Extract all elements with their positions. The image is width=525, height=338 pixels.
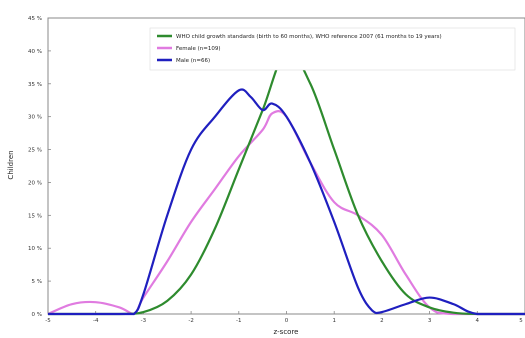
y-tick-label: 35 % (28, 82, 42, 88)
y-tick-label: 20 % (28, 180, 42, 186)
x-tick-label: -3 (141, 318, 147, 324)
legend-label-male: Male (n=66) (176, 58, 210, 64)
series-line-female (47, 110, 525, 316)
y-tick-label: 40 % (28, 49, 42, 55)
y-tick-label: 45 % (28, 16, 42, 22)
x-tick-label: 4 (476, 318, 480, 324)
x-axis-title: z-score (273, 328, 298, 336)
y-tick-label: 30 % (28, 115, 42, 121)
x-tick-label: 1 (332, 318, 336, 324)
x-tick-label: -2 (188, 318, 193, 324)
series-line-male (48, 88, 525, 316)
y-tick-label: 5 % (32, 279, 42, 285)
y-tick-label: 15 % (28, 213, 42, 219)
x-tick-label: 2 (380, 318, 384, 324)
y-tick-label: 10 % (28, 246, 42, 252)
legend-label-female: Female (n=109) (176, 46, 221, 52)
x-tick-label: -5 (45, 318, 51, 324)
x-tick-label: 0 (285, 318, 289, 324)
y-tick-label: 25 % (28, 148, 42, 154)
legend-label-who: WHO child growth standards (birth to 60 … (176, 34, 442, 40)
x-tick-label: -4 (93, 318, 99, 324)
x-tick-label: -1 (236, 318, 241, 324)
x-tick-label: 5 (519, 318, 523, 324)
x-tick-label: 3 (428, 318, 432, 324)
legend-box (149, 27, 516, 71)
y-axis-title: Children (7, 150, 15, 179)
axis-ticks: -5 -4 -3 -2 -1 0 1 2 3 4 5 0 % 5 % 10 % 15 % 20 % 25 % 30… (28, 16, 525, 324)
legend: WHO child growth standards (birth to 60 … (149, 27, 516, 71)
y-tick-label: 0 % (32, 312, 42, 318)
